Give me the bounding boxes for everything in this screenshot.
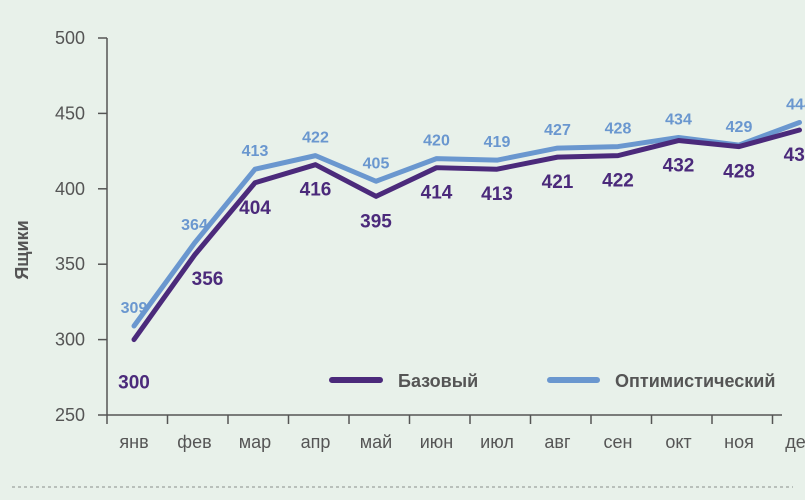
x-tick-label: окт: [665, 432, 691, 452]
data-label-base: 414: [421, 183, 453, 204]
x-tick-label: сен: [604, 432, 633, 452]
x-tick-label: дек: [785, 432, 805, 452]
x-tick-label: июл: [480, 432, 514, 452]
data-label-optimistic: 429: [726, 119, 753, 136]
legend-item-optimistic: Оптимистический: [547, 371, 775, 391]
data-label-base: 422: [602, 171, 634, 192]
data-label-base: 428: [723, 162, 755, 183]
data-label-base: 300: [118, 373, 150, 394]
y-tick-label: 500: [55, 28, 85, 48]
data-label-base: 413: [481, 184, 513, 205]
data-label-optimistic: 420: [423, 133, 450, 150]
series-line-base: [131, 127, 802, 343]
x-tick-label: авг: [544, 432, 571, 452]
x-tick-label: май: [360, 432, 392, 452]
x-tick-label: янв: [119, 432, 148, 452]
data-label-base: 395: [360, 211, 392, 232]
x-tick-label: фев: [177, 432, 211, 452]
data-label-optimistic: 413: [242, 143, 269, 160]
data-label-optimistic: 428: [605, 121, 632, 138]
y-axis-label: Ящики: [12, 220, 32, 279]
legend: Базовый Оптимистический: [329, 371, 775, 391]
legend-item-base: Базовый: [329, 371, 478, 391]
x-tick-label: мар: [239, 432, 271, 452]
data-label-base: 432: [663, 156, 695, 177]
x-ticks: янв фев мар апр май июн июл авг сен окт ноя дек: [106, 415, 805, 452]
axes: [106, 38, 782, 416]
y-tick-label: 400: [55, 179, 85, 199]
y-ticks: 250 300 350 400 450 500: [55, 28, 107, 425]
y-tick-label: 350: [55, 254, 85, 274]
x-tick-label: июн: [420, 432, 454, 452]
y-tick-label: 300: [55, 330, 85, 350]
series-lines: [131, 119, 802, 343]
y-tick-label: 450: [55, 103, 85, 123]
legend-label: Оптимистический: [615, 371, 775, 391]
data-label-optimistic: 405: [363, 155, 390, 172]
data-label-optimistic: 419: [484, 134, 511, 151]
series-line-optimistic: [131, 119, 802, 329]
data-label-base: 356: [192, 269, 224, 290]
data-label-optimistic: 364: [181, 217, 208, 234]
data-label-optimistic: 434: [665, 112, 692, 129]
data-label-base: 416: [300, 180, 332, 201]
data-label-optimistic: 422: [302, 130, 329, 147]
x-tick-label: апр: [301, 432, 331, 452]
data-label-optimistic: 444: [786, 96, 805, 113]
x-tick-label: ноя: [724, 432, 754, 452]
data-label-base: 439: [784, 145, 805, 166]
data-labels: 309 364 413 422 405 420 419 427 428 434 429 444 300 3…: [118, 96, 805, 393]
data-label-optimistic: 427: [544, 122, 571, 139]
y-tick-label: 250: [55, 405, 85, 425]
data-label-base: 421: [542, 172, 574, 193]
data-label-base: 404: [239, 198, 271, 219]
legend-label: Базовый: [398, 371, 478, 391]
data-label-optimistic: 309: [121, 300, 148, 317]
